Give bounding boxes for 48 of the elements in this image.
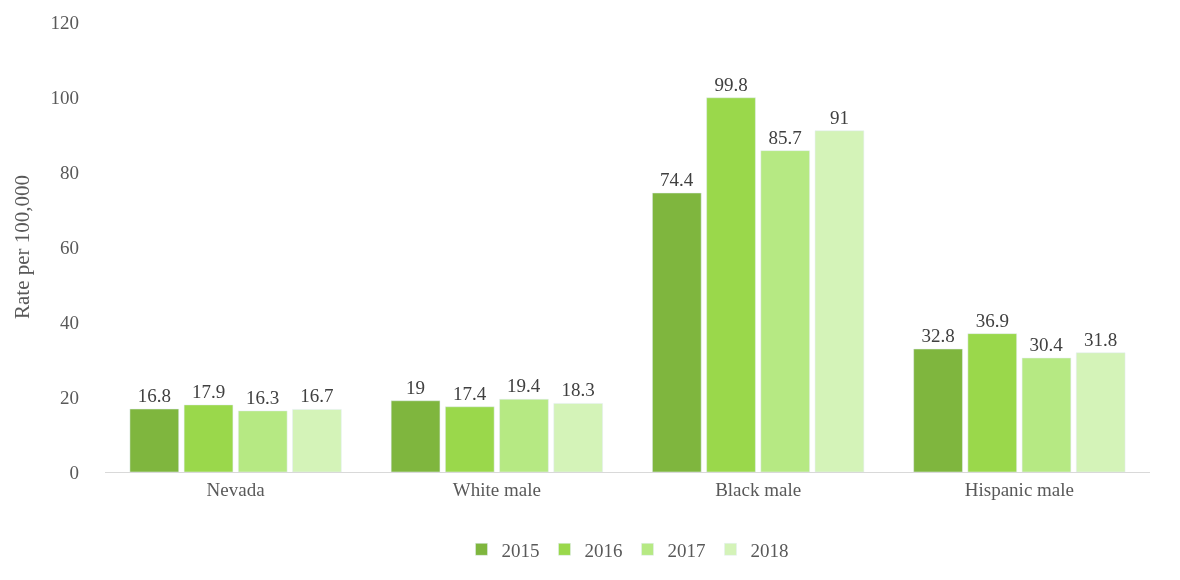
data-label: 16.7	[300, 385, 334, 407]
bar	[238, 410, 288, 472]
y-axis-title: Rate per 100,000	[9, 174, 34, 320]
bar	[553, 403, 603, 472]
y-tick-label: 80	[60, 161, 79, 183]
bar	[760, 150, 810, 472]
legend-label: 2016	[584, 539, 623, 561]
y-tick-label: 120	[50, 11, 79, 33]
y-tick-label: 20	[60, 386, 79, 408]
bar	[652, 192, 702, 472]
bar	[706, 97, 756, 472]
data-label: 17.4	[452, 382, 487, 404]
bar	[183, 404, 234, 472]
bar	[499, 399, 549, 472]
data-label: 74.4	[659, 169, 694, 190]
data-label: 36.9	[975, 309, 1009, 331]
data-label: 16.8	[137, 385, 171, 406]
bar	[390, 400, 441, 472]
data-label: 99.8	[714, 73, 748, 95]
x-tick-label: White male	[452, 478, 541, 500]
data-label: 91	[829, 106, 849, 128]
legend-label: 2018	[750, 539, 789, 561]
data-label: 16.3	[246, 386, 280, 408]
data-label: 32.8	[921, 325, 955, 346]
bar	[1021, 357, 1072, 472]
x-tick-label: Nevada	[206, 478, 266, 500]
data-label: 19	[406, 376, 426, 398]
data-label: 18.3	[561, 379, 595, 401]
bar	[913, 348, 963, 472]
data-label: 85.7	[768, 126, 802, 148]
data-label: 17.9	[191, 380, 226, 402]
y-tick-label: 40	[60, 311, 79, 333]
y-tick-label: 60	[60, 236, 79, 258]
bar	[129, 408, 179, 472]
legend-label: 2017	[667, 539, 706, 561]
x-tick-label: Hispanic male	[964, 478, 1074, 500]
data-label: 30.4	[1029, 334, 1064, 355]
bar	[967, 333, 1017, 472]
y-tick-label: 100	[50, 86, 79, 108]
y-tick-label: 0	[69, 461, 79, 483]
x-tick-label: Black male	[715, 478, 802, 500]
bar	[292, 409, 342, 472]
legend-label: 2015	[501, 539, 540, 561]
bar	[814, 130, 865, 472]
data-label: 31.8	[1084, 328, 1118, 350]
data-label: 19.4	[507, 375, 541, 397]
bar	[1076, 352, 1126, 472]
bar	[445, 406, 495, 472]
